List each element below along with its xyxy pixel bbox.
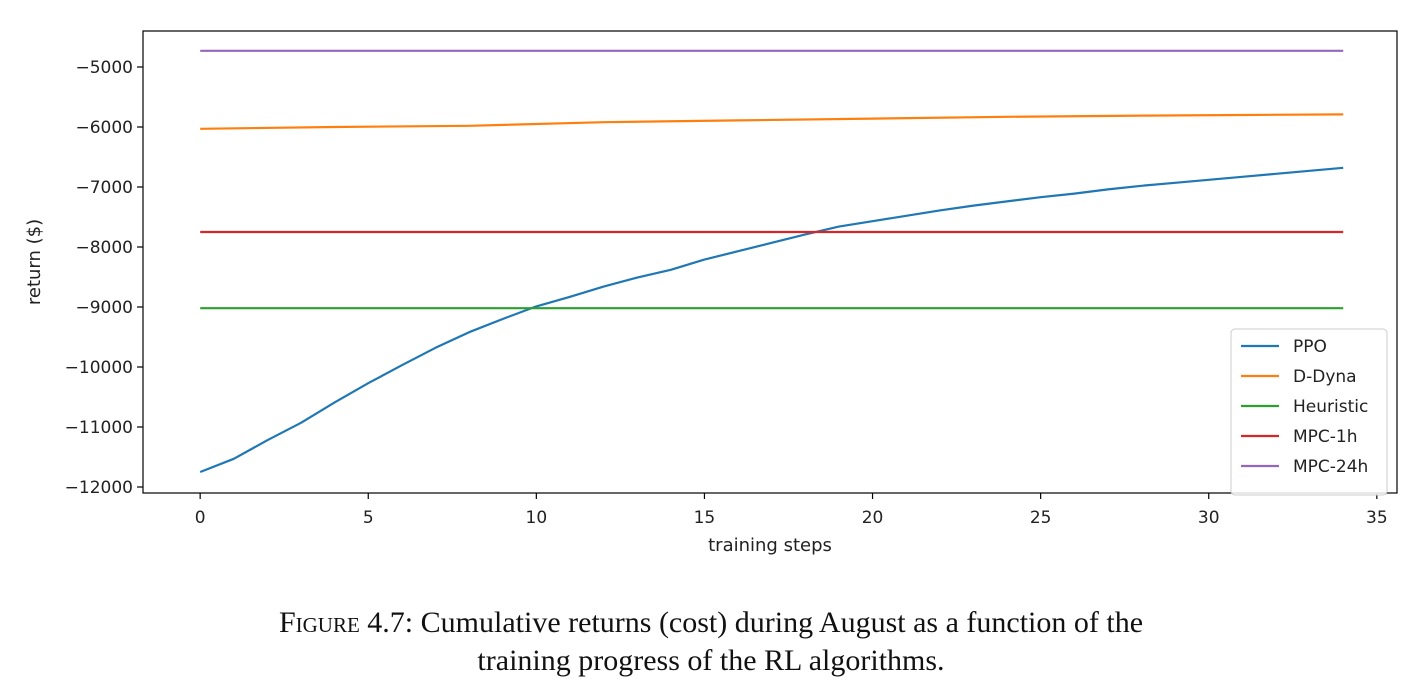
x-tick-label: 20	[862, 508, 884, 528]
x-tick-label: 5	[363, 508, 374, 528]
plot-series-group	[199, 49, 1344, 474]
y-tick-label: −8000	[75, 238, 133, 258]
legend: PPO D-Dyna Heuristic MPC-1h MPC-24h	[1230, 328, 1388, 496]
x-tick-label: 15	[694, 508, 716, 528]
caption-line-2: training progress of the RL algorithms.	[477, 644, 945, 677]
figure-caption: Figure 4.7: Cumulative returns (cost) du…	[0, 604, 1422, 680]
figure-number: Figure 4.7:	[278, 606, 414, 639]
legend-label: MPC-1h	[1293, 427, 1358, 447]
legend-label: PPO	[1293, 337, 1327, 357]
y-tick-label: −7000	[75, 178, 133, 198]
line-chart: 0 5 10 15 20 25 30 35 −12000 −11000 −10000 −9000 −8…	[24, 30, 1398, 556]
series-line-ppo	[199, 166, 1344, 474]
y-tick-label: −12000	[65, 478, 133, 498]
x-axis: 0 5 10 15 20 25 30 35	[195, 493, 1388, 528]
x-tick-label: 25	[1030, 508, 1052, 528]
series-line-d-dyna	[200, 113, 1344, 130]
x-tick-label: 0	[195, 508, 206, 528]
legend-box	[1230, 328, 1388, 496]
y-tick-label: −11000	[65, 418, 133, 438]
x-axis-title: training steps	[708, 535, 832, 556]
caption-line-1: Figure 4.7: Cumulative returns (cost) du…	[0, 604, 1422, 642]
y-tick-label: −9000	[75, 298, 133, 318]
y-tick-label: −6000	[75, 118, 133, 138]
y-tick-label: −10000	[65, 358, 133, 378]
y-tick-label: −5000	[75, 58, 133, 78]
caption-text-1: Cumulative returns (cost) during August …	[413, 606, 1144, 639]
legend-label: D-Dyna	[1293, 367, 1357, 387]
legend-label: Heuristic	[1293, 397, 1368, 417]
x-tick-label: 35	[1366, 508, 1388, 528]
x-tick-label: 30	[1198, 508, 1220, 528]
y-axis: −12000 −11000 −10000 −9000 −8000 −7000 −6000 −5…	[65, 58, 143, 498]
legend-label: MPC-24h	[1293, 457, 1368, 477]
y-axis-title: return ($)	[24, 219, 45, 305]
x-tick-label: 10	[526, 508, 548, 528]
plot-frame	[142, 30, 1398, 494]
